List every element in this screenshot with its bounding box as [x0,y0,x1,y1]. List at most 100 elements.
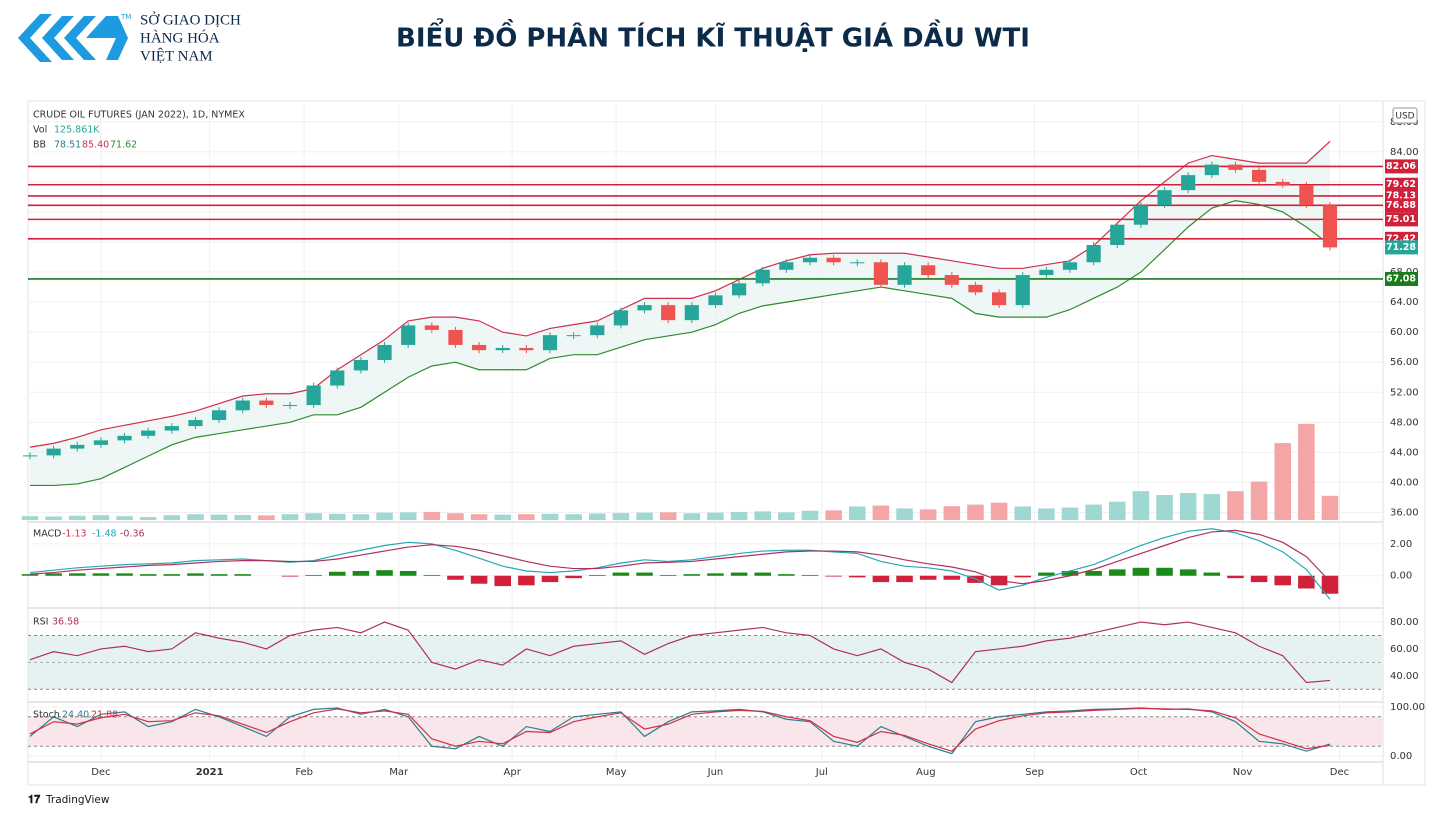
macd-line [29,528,1331,600]
volume-bar [801,510,819,520]
chart-frame [27,100,1426,786]
legend-value: 36.58 [52,617,79,628]
volume-bar [1179,493,1197,520]
volume-bar [754,511,771,520]
legend-value: 125.861K [54,125,100,136]
x-tick-label: 2021 [196,767,224,778]
level-badge [1385,159,1418,174]
macd-hist [1179,569,1197,576]
candle [164,426,179,431]
logo-tm: TM [120,13,131,21]
macd-hist [518,575,535,586]
volume-bar [69,515,86,520]
volume-bar [896,508,913,520]
level-label: 82.06 [1386,161,1416,172]
rsi-line [29,621,1331,684]
legend-value: 71.62 [110,140,137,151]
x-tick-label: Jul [815,767,828,778]
volume-bar [21,516,39,520]
logo-shape [86,16,128,60]
symbol: CRUDE OIL FUTURES (JAN 2022), 1D, NYMEX [33,110,245,121]
candle [1228,164,1243,170]
volume-bar [1274,443,1291,520]
level-label: 76.88 [1386,200,1416,211]
y-tick-label: 40.00 [1390,477,1419,488]
y-tick-label: 44.00 [1390,447,1419,458]
macd-hist [1321,575,1339,594]
level-label: 78.13 [1386,190,1416,201]
bb-fill [30,141,1330,486]
macd-hist [447,575,464,580]
tv-icon: 𝟏𝟕 [28,793,41,806]
volume-bar [518,514,535,520]
currency-badge [1392,107,1418,124]
macd-hist [234,574,251,576]
volume-bar [825,510,842,520]
x-tick-label: Feb [295,767,313,778]
volume-bar [1227,491,1244,520]
volume-bar [967,504,984,520]
candle [1157,190,1172,206]
volume-bar [919,509,937,520]
macd-hist [825,575,842,577]
candle [235,400,250,411]
x-tick-label: Sep [1025,767,1044,778]
logo-shape [64,16,96,60]
candle [613,310,628,326]
candle [495,347,510,351]
currency: USD [1395,112,1414,122]
macd-hist [1085,570,1102,576]
candle [46,448,61,456]
volume-bar [116,516,133,520]
legend-label: RSI [33,617,48,628]
candle [330,370,345,386]
macd-hist [1014,575,1031,578]
macd-hist [352,570,370,576]
macd-hist [210,574,228,576]
candle [661,305,676,321]
macd-hist [1227,575,1244,579]
level-label: 67.08 [1386,273,1416,284]
volume-bar [399,512,417,520]
volume-bar [636,512,653,520]
x-tick-label: Dec [91,767,110,778]
volume-bar [565,514,582,520]
volume-bar [163,515,181,520]
x-tick-label: Oct [1130,767,1147,778]
logo-text: VIỆT NAM [140,47,213,64]
candle [377,344,392,360]
volume-bar [1085,504,1102,520]
macd-hist [139,574,157,576]
candle [93,440,108,445]
macd-hist [163,574,181,576]
volume-bar [849,506,866,520]
macd-hist [116,573,133,576]
macd-hist [305,574,322,576]
rsi-band [28,635,1383,690]
volume-bar [305,513,322,520]
volume-bar [589,513,606,520]
y-tick-label: 40.00 [1390,671,1419,682]
y-tick-label: 0.00 [1390,571,1412,582]
volume-bar [1321,495,1339,520]
bb-lower [30,200,1331,487]
y-tick-label: 100.00 [1390,702,1425,713]
logo-shape [42,16,74,60]
volume-bar [258,515,275,520]
bb-upper [29,140,1331,448]
candle [1204,164,1219,176]
macd-hist [1132,567,1150,576]
tradingview-logo: 𝟏𝟕 TradingView [28,793,110,806]
candle [117,435,132,441]
macd-hist [69,573,86,576]
macd-hist [1298,575,1315,589]
volume-bar [1250,481,1268,520]
macd-hist [92,573,110,576]
legend-value: 21.88 [91,710,118,721]
y-tick-label: 84.00 [1390,147,1419,158]
y-tick-label: 48.00 [1390,417,1419,428]
volume-bar [872,505,890,520]
macd-hist [565,575,582,579]
legend-value: 24.40 [62,710,89,721]
x-tick-label: Aug [916,767,936,778]
